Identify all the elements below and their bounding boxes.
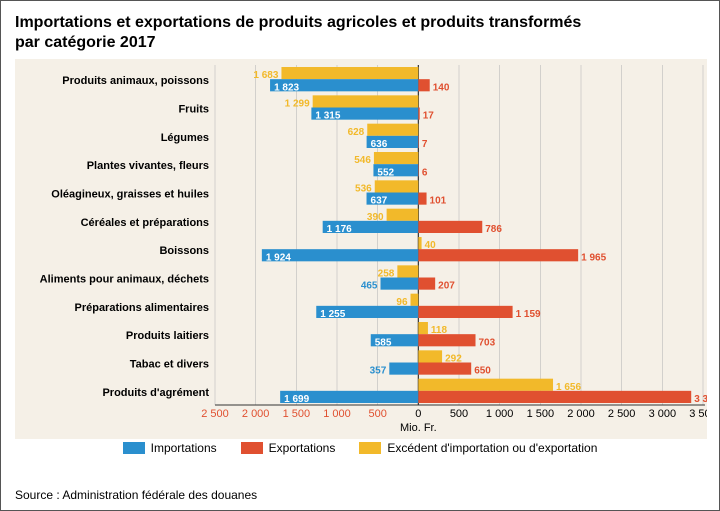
swatch-imports xyxy=(123,442,145,454)
title-line-2: par catégorie 2017 xyxy=(15,34,156,51)
title-line-1: Importations et exportations de produits… xyxy=(15,14,581,31)
svg-text:Produits d'agrément: Produits d'agrément xyxy=(102,387,209,399)
svg-text:628: 628 xyxy=(348,127,365,138)
svg-text:Aliments pour animaux, déchets: Aliments pour animaux, déchets xyxy=(40,274,209,286)
svg-text:0: 0 xyxy=(415,408,421,420)
svg-text:3 000: 3 000 xyxy=(649,408,677,420)
svg-text:Légumes: Légumes xyxy=(161,132,209,144)
svg-text:7: 7 xyxy=(422,139,428,150)
swatch-surplus xyxy=(359,442,381,454)
legend-imports: Importations xyxy=(123,441,217,455)
svg-text:Plantes vivantes, fleurs: Plantes vivantes, fleurs xyxy=(87,160,209,172)
svg-text:1 823: 1 823 xyxy=(274,82,299,93)
svg-text:500: 500 xyxy=(368,408,386,420)
svg-text:585: 585 xyxy=(375,337,392,348)
svg-text:500: 500 xyxy=(450,408,468,420)
svg-text:1 924: 1 924 xyxy=(266,252,291,263)
svg-text:3 355: 3 355 xyxy=(694,394,707,405)
svg-text:Oléagineux, graisses et huiles: Oléagineux, graisses et huiles xyxy=(51,189,209,201)
legend-surplus-label: Excédent d'importation ou d'exportation xyxy=(387,441,597,455)
svg-text:1 000: 1 000 xyxy=(486,408,514,420)
svg-text:546: 546 xyxy=(354,155,371,166)
svg-text:650: 650 xyxy=(474,366,491,377)
svg-text:636: 636 xyxy=(371,139,388,150)
svg-text:6: 6 xyxy=(422,167,428,178)
svg-text:3 500: 3 500 xyxy=(689,408,707,420)
swatch-exports xyxy=(241,442,263,454)
chart-svg: 500 1 000 1 500 2 000 2 500 0 500 1 000 1 500 2 0… xyxy=(15,59,707,439)
svg-text:Fruits: Fruits xyxy=(178,104,209,116)
svg-text:140: 140 xyxy=(433,82,450,93)
svg-text:Mio. Fr.: Mio. Fr. xyxy=(400,422,437,434)
svg-text:1 000: 1 000 xyxy=(323,408,351,420)
svg-text:1 500: 1 500 xyxy=(527,408,555,420)
svg-text:637: 637 xyxy=(371,196,388,207)
chart-title: Importations et exportations de produits… xyxy=(15,13,705,53)
svg-text:1 699: 1 699 xyxy=(284,394,309,405)
svg-text:1 299: 1 299 xyxy=(285,99,310,110)
svg-text:2 000: 2 000 xyxy=(242,408,270,420)
svg-text:2 500: 2 500 xyxy=(201,408,229,420)
legend-surplus: Excédent d'importation ou d'exportation xyxy=(359,441,597,455)
legend: Importations Exportations Excédent d'imp… xyxy=(15,441,705,455)
svg-text:Tabac et divers: Tabac et divers xyxy=(130,359,209,371)
svg-text:1 965: 1 965 xyxy=(581,252,606,263)
svg-text:552: 552 xyxy=(377,167,394,178)
legend-imports-label: Importations xyxy=(151,441,217,455)
svg-text:101: 101 xyxy=(430,196,447,207)
svg-text:703: 703 xyxy=(479,337,496,348)
legend-exports-label: Exportations xyxy=(269,441,336,455)
source-text: Source : Administration fédérale des dou… xyxy=(15,488,257,502)
svg-text:1 176: 1 176 xyxy=(327,224,352,235)
svg-text:Produits laitiers: Produits laitiers xyxy=(126,330,209,342)
svg-text:2 000: 2 000 xyxy=(567,408,595,420)
svg-text:Préparations alimentaires: Préparations alimentaires xyxy=(74,302,209,314)
svg-text:1 159: 1 159 xyxy=(516,309,541,320)
legend-exports: Exportations xyxy=(241,441,336,455)
svg-text:1 315: 1 315 xyxy=(315,111,340,122)
svg-text:207: 207 xyxy=(438,281,455,292)
svg-text:2 500: 2 500 xyxy=(608,408,636,420)
svg-text:Produits animaux, poissons: Produits animaux, poissons xyxy=(62,75,209,87)
chart-frame: Importations et exportations de produits… xyxy=(0,0,720,511)
svg-text:17: 17 xyxy=(423,111,435,122)
svg-text:357: 357 xyxy=(370,366,387,377)
svg-text:Boissons: Boissons xyxy=(159,245,209,257)
svg-text:Céréales et préparations: Céréales et préparations xyxy=(81,217,209,229)
svg-text:786: 786 xyxy=(485,224,502,235)
svg-text:1 255: 1 255 xyxy=(320,309,345,320)
svg-text:1 500: 1 500 xyxy=(283,408,311,420)
svg-text:465: 465 xyxy=(361,281,378,292)
